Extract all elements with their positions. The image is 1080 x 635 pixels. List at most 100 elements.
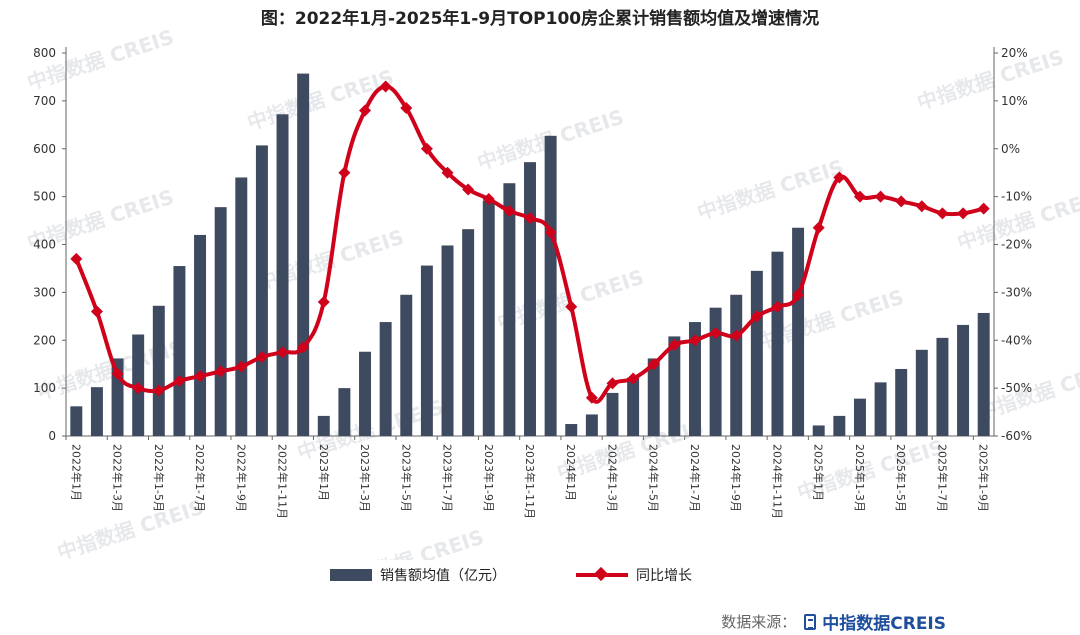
- growth-point: [895, 195, 908, 208]
- growth-point: [688, 334, 701, 347]
- bar: [482, 200, 495, 436]
- x-tick-label: 2022年1-7月: [193, 444, 207, 512]
- growth-point: [276, 346, 289, 359]
- chart-canvas: 中指数据 CREIS 中指数据 CREIS 中指数据 CREIS 中指数据 CREIS…: [24, 25, 1080, 560]
- x-tick-label: 2024年1-11月: [770, 444, 784, 519]
- watermark-text: 中指数据 CREIS: [54, 495, 207, 560]
- bar: [957, 324, 970, 436]
- bar: [688, 322, 701, 436]
- x-tick-label: 2025年1-5月: [894, 444, 908, 512]
- bar: [235, 177, 248, 436]
- bars-layer: [70, 73, 990, 437]
- bar: [812, 425, 825, 436]
- growth-line-layer: [70, 80, 990, 404]
- bar: [895, 368, 908, 436]
- x-tick-label: 2023年1-9月: [482, 444, 496, 512]
- x-tick-label: 2023年1-3月: [358, 444, 372, 512]
- bar: [276, 114, 289, 436]
- growth-point: [359, 104, 372, 117]
- growth-point: [255, 351, 268, 364]
- bar: [441, 245, 454, 436]
- growth-point: [565, 300, 578, 313]
- bar: [565, 424, 578, 436]
- growth-point: [317, 295, 330, 308]
- x-tick-label: 2024年1-3月: [605, 444, 619, 512]
- y-right-tick-label: -30%: [1001, 285, 1032, 299]
- growth-point: [936, 207, 949, 220]
- bar: [977, 312, 990, 436]
- growth-point: [297, 341, 310, 354]
- growth-point: [812, 221, 825, 234]
- chart-title: 图：2022年1月-2025年1-9月TOP100房企累计销售额均值及增速情况: [260, 9, 820, 29]
- bar: [709, 307, 722, 436]
- bar: [152, 305, 165, 436]
- growth-point: [957, 207, 970, 220]
- bar: [792, 227, 805, 436]
- x-tick-label: 2022年1-9月: [234, 444, 248, 512]
- growth-point: [730, 329, 743, 342]
- x-axis-ticks: 2022年1月 2022年1-3月 2022年1-5月 2022年1-7月 2022年1…: [65, 436, 991, 519]
- bar: [194, 234, 207, 436]
- x-tick-label: 2022年1-5月: [152, 444, 166, 512]
- growth-point: [544, 226, 557, 239]
- source-brand: 中指数据CREIS: [822, 614, 946, 634]
- bar: [668, 336, 681, 436]
- legend-bar-swatch: [330, 569, 372, 581]
- growth-point: [750, 310, 763, 323]
- bar: [462, 229, 475, 436]
- y-left-tick-label: 0: [48, 429, 56, 443]
- growth-point: [606, 377, 619, 390]
- x-tick-label: 2022年1-3月: [111, 444, 125, 512]
- y-left-tick-label: 600: [33, 142, 56, 156]
- bar: [317, 415, 330, 436]
- x-tick-label: 2022年1-11月: [276, 444, 290, 519]
- legend-label-growth: 同比增长: [636, 568, 692, 584]
- bar: [297, 73, 310, 437]
- x-tick-label: 2024年1-7月: [688, 444, 702, 512]
- x-tick-label: 2023年1-7月: [441, 444, 455, 512]
- bar: [771, 251, 784, 436]
- y-right-tick-label: -10%: [1001, 190, 1032, 204]
- growth-point: [152, 384, 165, 397]
- growth-point: [647, 358, 660, 371]
- y-left-tick-label: 500: [33, 190, 56, 204]
- y-right-tick-label: -20%: [1001, 238, 1032, 252]
- bar: [627, 377, 640, 436]
- growth-point: [400, 102, 413, 115]
- bar: [338, 388, 351, 436]
- bar: [70, 406, 83, 436]
- bar: [730, 294, 743, 436]
- growth-point: [420, 142, 433, 155]
- y-right-tick-label: -40%: [1001, 333, 1032, 347]
- legend-label-sales: 销售额均值（亿元）: [380, 568, 506, 584]
- growth-point: [111, 367, 124, 380]
- legend-line-swatch: [576, 566, 628, 582]
- x-tick-label: 2025年1-7月: [935, 444, 949, 512]
- y-left-tick-label: 700: [33, 94, 56, 108]
- growth-point: [874, 190, 887, 203]
- bar: [853, 398, 866, 436]
- growth-point: [338, 166, 351, 179]
- y-left-tick-label: 800: [33, 46, 56, 60]
- growth-point: [771, 300, 784, 313]
- bar: [647, 358, 660, 436]
- growth-point: [792, 288, 805, 301]
- x-tick-label: 2023年1-11月: [523, 444, 537, 519]
- data-source: 数据来源： 中指数据CREIS: [721, 609, 946, 634]
- y-left-tick-label: 100: [33, 381, 56, 395]
- bar: [524, 162, 536, 436]
- bar: [833, 415, 846, 436]
- x-tick-label: 2023年1月: [317, 444, 331, 501]
- bar: [90, 387, 103, 436]
- x-tick-label: 2024年1-9月: [729, 444, 743, 512]
- growth-point: [235, 360, 248, 373]
- legend-item-growth: 同比增长: [576, 565, 692, 585]
- growth-point: [627, 372, 640, 385]
- x-tick-label: 2025年1-9月: [977, 444, 991, 512]
- bar: [606, 392, 619, 436]
- bar: [936, 337, 949, 436]
- bar: [111, 358, 124, 436]
- growth-point: [194, 370, 207, 383]
- growth-point: [90, 305, 103, 318]
- growth-point: [482, 193, 495, 206]
